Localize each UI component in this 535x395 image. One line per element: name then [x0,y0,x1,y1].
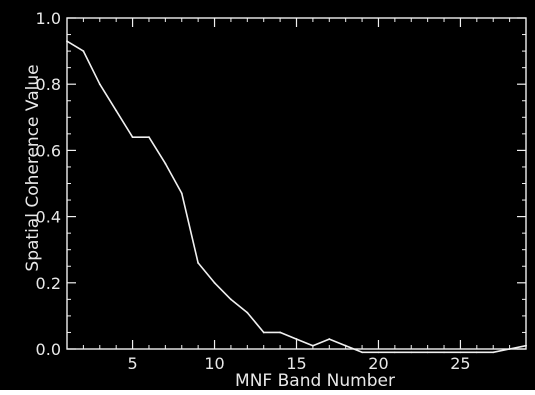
data-point [262,331,265,334]
data-point [475,351,478,354]
y-tick-label: 0.0 [36,340,61,359]
data-point [426,351,429,354]
axes [66,17,527,350]
tick-labels: 0.0 0.2 0.4 0.6 0.8 1.0 5 10 15 20 25 [36,9,471,373]
data-point [98,83,101,86]
data-point [361,351,363,354]
data-point [328,338,331,340]
data-point [246,311,249,314]
data-point [197,262,200,264]
data-point [393,351,396,354]
data-point [279,331,282,334]
y-tick-label: 0.4 [36,208,61,227]
data-point [66,40,68,43]
data-point [213,281,216,284]
data-point [410,351,413,354]
data-point [131,136,134,139]
data-point [230,298,232,301]
data-point [377,351,380,354]
data-point [508,348,511,350]
x-tick-label: 5 [127,354,137,373]
y-tick-label: 0.6 [36,141,61,160]
data-point [344,344,347,347]
y-tick-label: 1.0 [36,9,61,28]
x-tick-label: 25 [450,354,470,373]
x-axis-label: MNF Band Number [235,371,395,390]
data-point [492,351,495,354]
data-point [115,109,118,112]
data-point [459,351,462,354]
x-tick-label: 10 [204,354,224,373]
y-axis-label: Spatial Coherence Value [23,64,43,271]
series-layer [66,40,527,354]
data-point [180,192,183,195]
data-point [164,162,167,165]
data-point [525,344,527,347]
x-tick-label: 20 [368,354,388,373]
data-point [295,338,298,340]
data-point [311,344,314,347]
data-point [82,50,85,52]
y-tick-label: 0.8 [36,75,61,94]
data-point [443,351,445,354]
x-tick-label: 15 [286,354,306,373]
y-tick-label: 0.2 [36,274,61,293]
data-point [148,136,150,139]
